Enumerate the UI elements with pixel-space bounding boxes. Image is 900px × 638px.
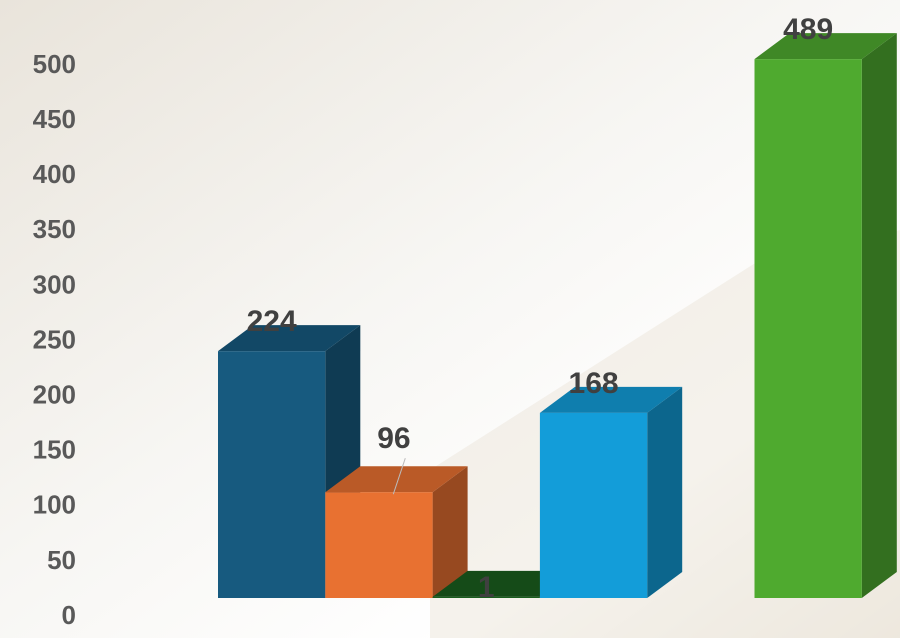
y-tick-label: 250 bbox=[33, 324, 76, 354]
y-tick-label: 350 bbox=[33, 214, 76, 244]
y-tick-label: 200 bbox=[33, 379, 76, 409]
y-tick-label: 300 bbox=[33, 269, 76, 299]
bar-side bbox=[862, 33, 897, 598]
y-tick-label: 50 bbox=[47, 545, 76, 575]
y-tick-label: 400 bbox=[33, 159, 76, 189]
chart: 0 50 100 150 200 250 300 350 400 450 500 224 96 1 168 4… bbox=[0, 0, 900, 638]
y-tick-label: 450 bbox=[33, 104, 76, 134]
value-label: 489 bbox=[783, 13, 833, 46]
value-label: 168 bbox=[569, 367, 619, 400]
bar-side bbox=[647, 387, 682, 598]
y-tick-label: 0 bbox=[62, 600, 76, 630]
bar bbox=[218, 351, 325, 598]
y-tick-label: 500 bbox=[33, 49, 76, 79]
bar bbox=[540, 413, 647, 598]
y-tick-label: 150 bbox=[33, 435, 76, 465]
value-label: 224 bbox=[247, 305, 297, 338]
bar bbox=[755, 59, 862, 598]
value-label: 96 bbox=[377, 422, 410, 455]
value-label: 1 bbox=[478, 571, 495, 604]
y-tick-label: 100 bbox=[33, 490, 76, 520]
bar bbox=[325, 492, 432, 598]
